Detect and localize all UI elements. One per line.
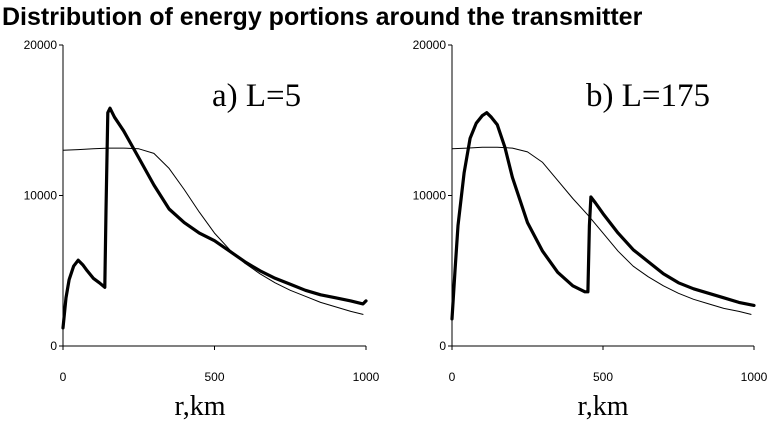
- chart-panel-2: 0 10000 20000 0 500 1000 b) L=175 r,km: [413, 38, 768, 422]
- panel-label: a) L=5: [212, 78, 301, 114]
- x-tick-label: 1000: [353, 370, 380, 384]
- chart-title: Distribution of energy portions around t…: [2, 3, 643, 31]
- y-tick-label: 10000: [413, 189, 447, 203]
- y-tick-label: 10000: [24, 189, 58, 203]
- x-axis-label: r,km: [175, 391, 226, 422]
- x-tick-label: 500: [593, 370, 613, 384]
- x-tick-label: 0: [449, 370, 456, 384]
- panel-label: b) L=175: [586, 78, 710, 114]
- x-tick-label: 500: [204, 370, 224, 384]
- chart-panel-1: 0 10000 20000 0 500 1000 a) L=5 r,km: [24, 38, 380, 422]
- series-line-thick: [61, 106, 368, 330]
- x-axis-label: r,km: [578, 391, 629, 422]
- x-tick-label: 1000: [741, 370, 768, 384]
- y-tick-label: 20000: [413, 38, 447, 52]
- y-tick-label: 0: [50, 339, 57, 353]
- series-line-thin: [451, 146, 752, 315]
- x-tick-label: 0: [60, 370, 67, 384]
- y-tick-label: 20000: [24, 38, 58, 52]
- series-line-thick: [450, 111, 756, 321]
- y-tick-label: 0: [439, 339, 446, 353]
- series-line-thin: [62, 147, 364, 315]
